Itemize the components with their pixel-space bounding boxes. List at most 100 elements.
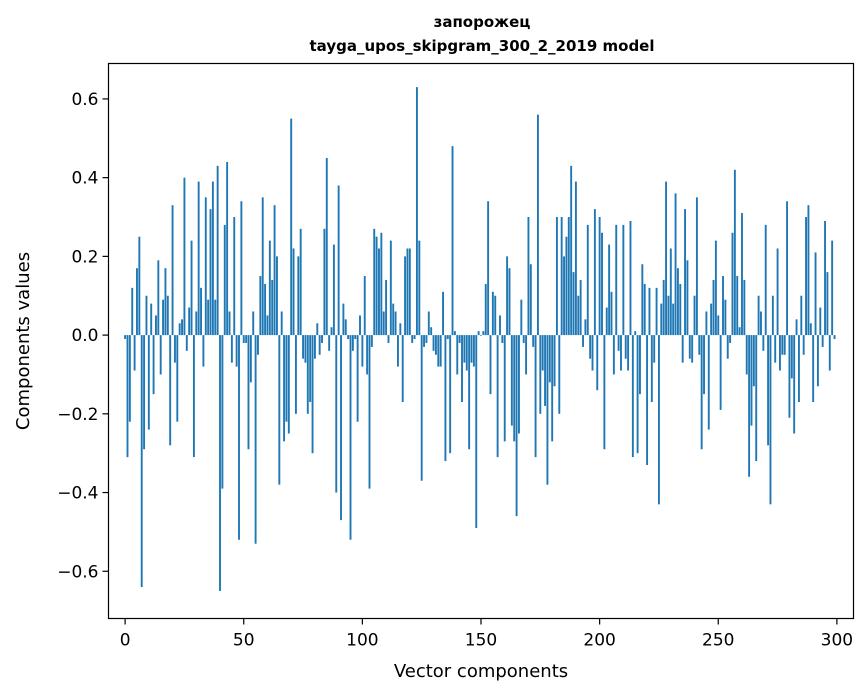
bar-component-132 xyxy=(437,335,440,367)
bar-component-111 xyxy=(387,335,390,343)
bar-component-295 xyxy=(824,220,826,336)
bar-component-224 xyxy=(655,287,658,336)
bar-component-218 xyxy=(641,264,644,336)
bar-component-231 xyxy=(672,303,675,336)
bar-component-202 xyxy=(603,335,606,450)
bar-component-106 xyxy=(375,236,378,336)
bar-component-286 xyxy=(802,335,805,355)
bar-component-253 xyxy=(724,299,727,336)
bar-component-24 xyxy=(181,319,183,336)
bar-component-75 xyxy=(302,335,305,359)
bar-component-137 xyxy=(449,335,452,454)
bar-component-251 xyxy=(719,335,722,410)
bar-component-100 xyxy=(361,335,364,367)
bar-component-85 xyxy=(325,157,328,336)
bar-component-239 xyxy=(691,335,694,363)
bar-component-259 xyxy=(738,327,741,336)
bar-component-92 xyxy=(342,303,345,336)
bar-component-146 xyxy=(470,335,473,363)
bar-component-199 xyxy=(596,335,599,391)
bar-component-84 xyxy=(323,228,326,336)
bar-component-116 xyxy=(399,323,402,336)
bar-component-108 xyxy=(380,232,383,336)
bar-component-37 xyxy=(211,181,214,336)
bar-component-49 xyxy=(240,201,243,336)
bar-component-263 xyxy=(748,335,751,477)
bar-component-194 xyxy=(584,319,587,336)
bar-component-70 xyxy=(290,118,293,336)
bar-component-144 xyxy=(465,335,468,371)
bar-component-212 xyxy=(627,335,630,371)
bar-component-32 xyxy=(200,287,202,336)
bar-component-39 xyxy=(216,165,219,336)
bar-component-183 xyxy=(558,335,561,414)
bar-component-105 xyxy=(373,228,376,336)
bar-component-288 xyxy=(807,205,810,336)
bar-component-80 xyxy=(313,335,316,359)
bar-component-156 xyxy=(494,295,497,336)
bar-component-69 xyxy=(287,335,290,434)
bar-component-59 xyxy=(264,283,267,336)
x-tick-label: 300 xyxy=(821,631,853,651)
bar-component-279 xyxy=(786,201,789,336)
bar-component-62 xyxy=(271,279,274,336)
bar-component-129 xyxy=(430,327,433,336)
bar-component-208 xyxy=(617,335,620,351)
bar-component-182 xyxy=(555,217,558,336)
bar-component-120 xyxy=(408,248,411,336)
bar-component-244 xyxy=(703,335,705,395)
bar-component-255 xyxy=(729,335,732,343)
bar-component-81 xyxy=(316,323,319,336)
bar-component-157 xyxy=(496,335,499,458)
bar-component-198 xyxy=(593,209,596,336)
bar-component-131 xyxy=(434,335,437,355)
bar-component-134 xyxy=(442,291,444,336)
bar-component-162 xyxy=(508,268,511,336)
bar-component-12 xyxy=(152,335,155,395)
bar-component-114 xyxy=(394,311,397,336)
y-tick-label: 0.2 xyxy=(71,247,98,267)
y-tick-label: −0.4 xyxy=(57,484,98,504)
bar-component-269 xyxy=(762,335,765,351)
bar-component-254 xyxy=(726,335,729,359)
bar-component-28 xyxy=(190,240,193,336)
x-axis-ticks: 0 50 100 150 200 250 300 xyxy=(120,618,853,651)
bar-component-230 xyxy=(669,248,672,336)
bar-component-94 xyxy=(347,335,350,340)
bar-component-171 xyxy=(529,264,532,336)
bar-component-150 xyxy=(480,335,482,336)
bar-component-226 xyxy=(660,303,663,336)
bar-component-102 xyxy=(366,335,369,375)
bar-component-188 xyxy=(570,165,573,336)
bar-component-268 xyxy=(760,311,762,336)
bar-component-101 xyxy=(363,276,366,336)
bar-component-99 xyxy=(359,315,361,336)
bar-component-97 xyxy=(354,335,357,340)
bar-component-196 xyxy=(589,335,592,359)
bar-component-235 xyxy=(681,335,684,363)
bar-component-287 xyxy=(805,217,807,336)
bar-component-203 xyxy=(605,307,608,336)
bar-component-61 xyxy=(268,240,271,336)
bar-component-89 xyxy=(335,335,338,493)
bar-component-191 xyxy=(577,295,580,336)
bar-component-98 xyxy=(356,335,359,422)
bar-component-67 xyxy=(283,335,286,442)
bar-component-60 xyxy=(266,315,269,336)
bar-component-277 xyxy=(781,335,784,355)
bar-component-227 xyxy=(662,279,665,336)
x-tick-label: 250 xyxy=(702,631,734,651)
bar-component-34 xyxy=(204,197,207,336)
bar-component-16 xyxy=(162,299,165,336)
bar-component-161 xyxy=(506,256,509,336)
bar-component-153 xyxy=(487,201,490,336)
bar-component-47 xyxy=(235,335,238,367)
bar-component-77 xyxy=(306,335,309,414)
bar-component-207 xyxy=(615,224,618,336)
bar-component-169 xyxy=(525,335,528,375)
bar-component-74 xyxy=(299,228,302,336)
x-tick-label: 100 xyxy=(346,631,378,651)
bar-component-118 xyxy=(404,256,407,336)
bar-component-11 xyxy=(150,303,153,336)
bar-component-298 xyxy=(831,240,834,336)
